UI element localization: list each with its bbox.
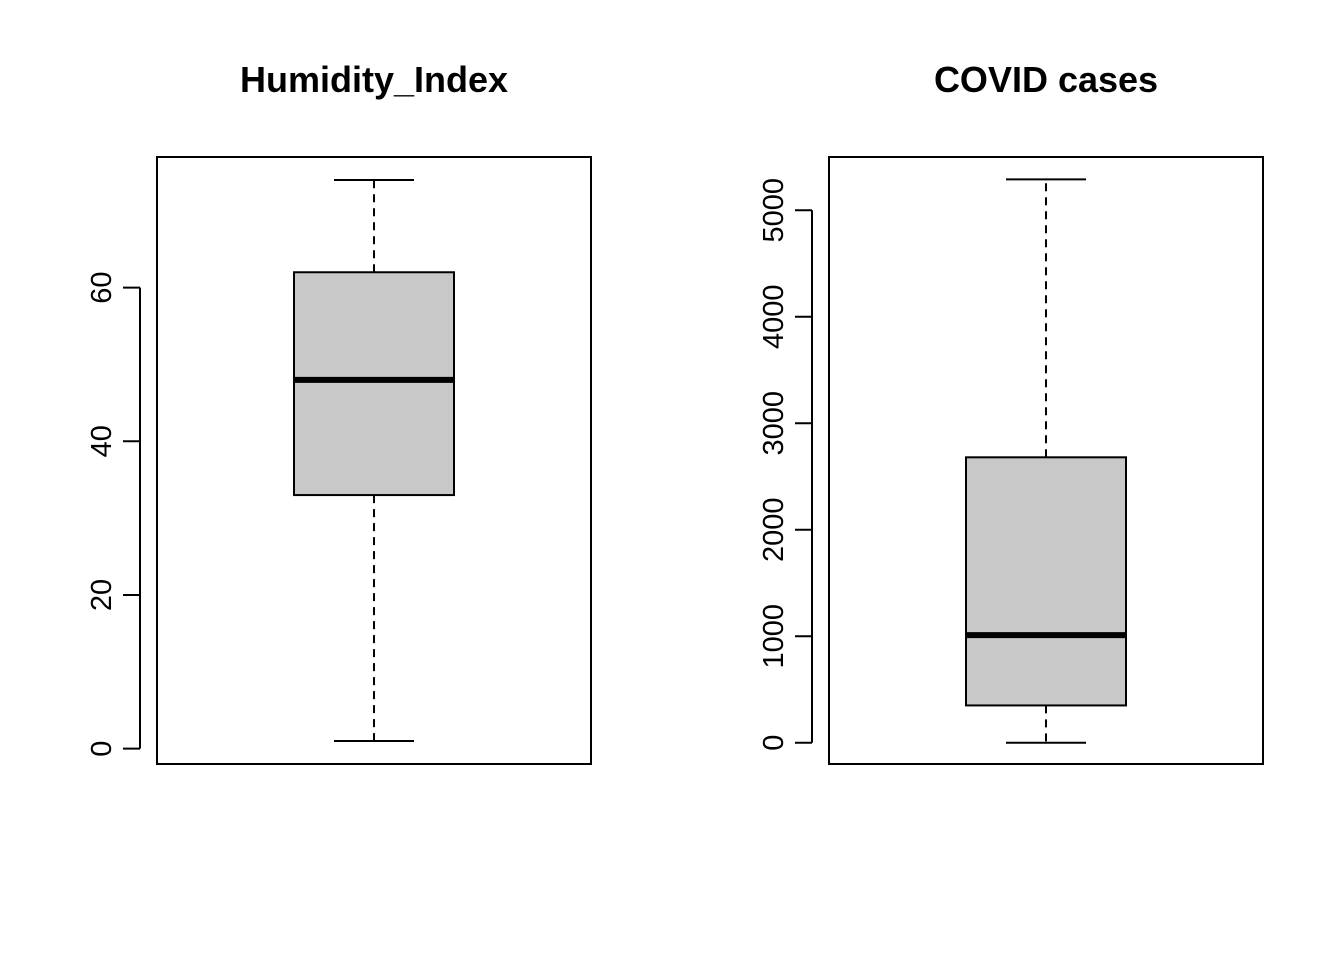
y-tick-label: 4000 (758, 284, 790, 349)
iqr-box (293, 271, 455, 497)
boxplot-panel-1: Humidity_Index 0 20 40 60 (86, 59, 592, 765)
y-tick-label: 40 (86, 425, 118, 457)
plot-frame (156, 156, 592, 765)
panel-title: COVID cases (934, 59, 1158, 100)
y-tick-label: 1000 (758, 604, 790, 669)
y-tick-label: 20 (86, 579, 118, 611)
y-tick-label: 5000 (758, 178, 790, 243)
panel-title: Humidity_Index (240, 59, 508, 100)
y-tick-label: 0 (758, 735, 790, 751)
y-tick-label: 2000 (758, 497, 790, 562)
y-tick-label: 60 (86, 271, 118, 303)
y-tick-label: 3000 (758, 391, 790, 456)
plot-frame (828, 156, 1264, 765)
iqr-box (965, 456, 1127, 707)
y-tick-label: 0 (86, 741, 118, 757)
boxplot-panel-2: COVID cases 0 1000 2000 3000 4000 5000 (758, 59, 1264, 765)
